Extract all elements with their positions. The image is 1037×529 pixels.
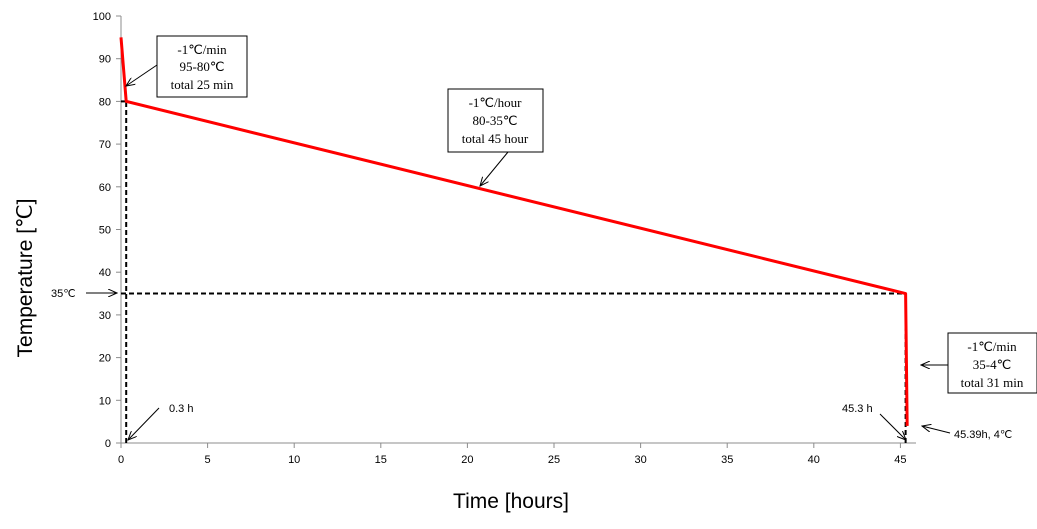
annotation-box-3-line-1: -1℃/min	[967, 339, 1017, 354]
y-tick-label: 90	[99, 54, 111, 66]
label-45-3h: 45.3 h	[842, 403, 873, 415]
annotation-arrow-2	[480, 151, 509, 186]
arrow-end-point	[922, 426, 951, 434]
x-tick-label: 10	[288, 454, 300, 466]
annotation-box-3-line-3: total 31 min	[961, 375, 1024, 390]
x-tick-label: 30	[634, 454, 646, 466]
arrow-45-3h	[879, 413, 906, 440]
y-tick-label: 10	[99, 395, 111, 407]
x-tick-label: 0	[118, 454, 124, 466]
y-tick-marks: 0 10 20 30 40 50 60 70 80 90 100	[93, 11, 121, 450]
annotation-box-1: -1℃/min 95-80℃ total 25 min	[156, 35, 248, 98]
reference-lines	[121, 100, 907, 443]
y-tick-label: 30	[99, 310, 111, 322]
annotation-box-3: -1℃/min 35-4℃ total 31 min	[947, 332, 1037, 394]
label-35c: 35℃	[51, 288, 76, 300]
y-tick-label: 80	[99, 96, 111, 108]
x-tick-label: 25	[548, 454, 560, 466]
x-tick-label: 35	[721, 454, 733, 466]
annotation-arrow-1	[126, 64, 158, 86]
label-0-3h: 0.3 h	[169, 403, 193, 415]
annotation-box-3-line-2: 35-4℃	[973, 357, 1011, 372]
x-tick-label: 40	[808, 454, 820, 466]
y-axis-title: Temperature [℃]	[14, 199, 37, 358]
annotation-box-1-line-3: total 25 min	[171, 77, 234, 92]
y-tick-label: 60	[99, 182, 111, 194]
annotation-box-2-line-1: -1℃/hour	[469, 95, 523, 110]
label-end-point: 45.39h, 4℃	[954, 429, 1012, 441]
annotation-box-1-line-1: -1℃/min	[177, 42, 227, 57]
x-tick-label: 15	[375, 454, 387, 466]
y-tick-label: 0	[105, 438, 111, 450]
x-tick-label: 5	[205, 454, 211, 466]
annotation-box-2-line-2: 80-35℃	[473, 113, 518, 128]
temperature-series-line	[119, 37, 909, 426]
y-tick-label: 40	[99, 267, 111, 279]
arrow-0-3h	[128, 407, 160, 440]
x-tick-label: 20	[461, 454, 473, 466]
y-tick-label: 50	[99, 225, 111, 237]
y-tick-label: 70	[99, 139, 111, 151]
x-tick-label: 45	[894, 454, 906, 466]
annotation-box-2-line-3: total 45 hour	[462, 131, 529, 146]
annotation-box-1-line-2: 95-80℃	[180, 59, 225, 74]
x-tick-marks: 0 5 10 15 20 25 30 35 40 45	[118, 443, 907, 466]
series-layer	[119, 37, 909, 426]
y-tick-label: 20	[99, 353, 111, 365]
annotation-box-2: -1℃/hour 80-35℃ total 45 hour	[447, 88, 544, 153]
x-axis-title: Time [hours]	[453, 490, 569, 513]
y-tick-label: 100	[93, 11, 111, 23]
